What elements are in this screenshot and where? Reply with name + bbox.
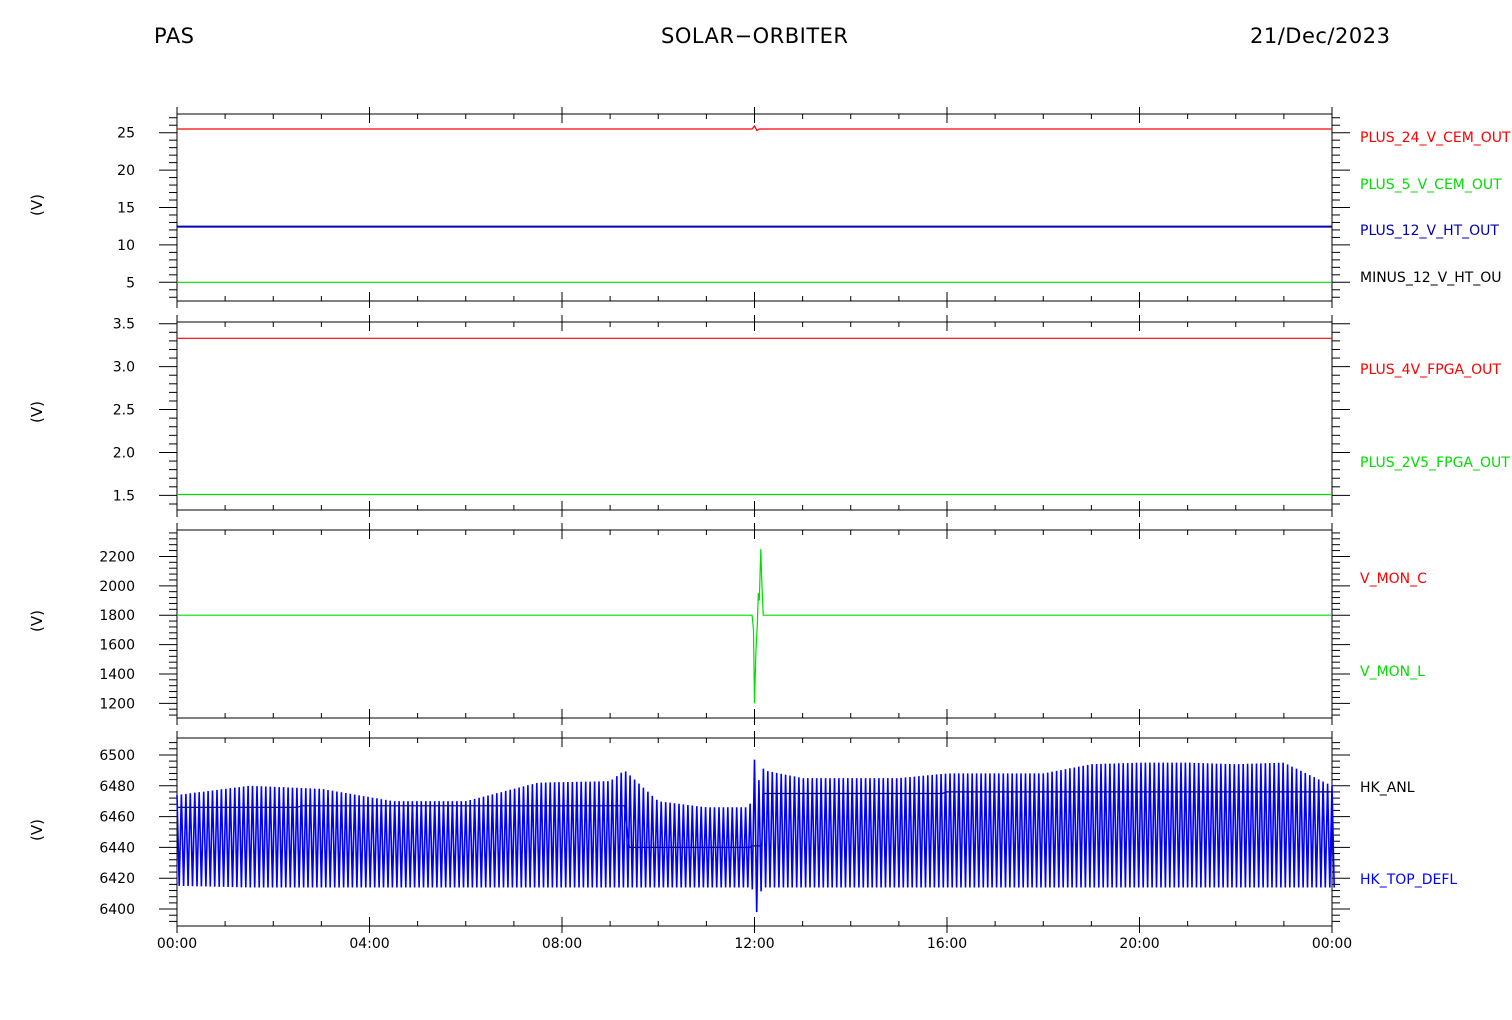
y-axis-label: (V) — [28, 401, 46, 423]
legend-minus_12_v_ht_ou: MINUS_12_V_HT_OU — [1360, 270, 1502, 286]
y-tick-label: 6460 — [99, 810, 135, 826]
y-tick-label: 2.5 — [113, 403, 135, 419]
legend-plus_2v5_fpga_out: PLUS_2V5_FPGA_OUT — [1360, 455, 1510, 471]
x-tick-label: 16:00 — [927, 936, 967, 952]
y-tick-label: 1200 — [99, 696, 135, 712]
y-tick-label: 6420 — [99, 871, 135, 887]
y-axis-label: (V) — [28, 610, 46, 632]
y-tick-label: 2000 — [99, 579, 135, 595]
y-tick-label: 6480 — [99, 779, 135, 795]
legend-plus_4v_fpga_out: PLUS_4V_FPGA_OUT — [1360, 362, 1501, 378]
y-tick-label: 1.5 — [113, 488, 135, 504]
x-tick-label: 00:00 — [157, 936, 197, 952]
y-tick-label: 15 — [117, 201, 135, 217]
x-tick-label: 12:00 — [734, 936, 774, 952]
x-tick-label: 00:00 — [1312, 936, 1352, 952]
legend-hk_anl: HK_ANL — [1360, 780, 1415, 796]
y-tick-label: 10 — [117, 238, 135, 254]
legend-plus_24_v_cem_out: PLUS_24_V_CEM_OUT — [1360, 130, 1511, 146]
y-tick-label: 25 — [117, 126, 135, 142]
y-tick-label: 6400 — [99, 902, 135, 918]
x-tick-label: 20:00 — [1119, 936, 1159, 952]
mission-title: SOLAR−ORBITER — [661, 24, 849, 48]
legend-plus_5_v_cem_out: PLUS_5_V_CEM_OUT — [1360, 177, 1502, 193]
instrument-label: PAS — [154, 24, 195, 48]
y-tick-label: 2200 — [99, 549, 135, 565]
y-axis-label: (V) — [28, 819, 46, 841]
series-line-v_mon_l — [177, 549, 1332, 704]
legend-v_mon_c: V_MON_C — [1360, 571, 1427, 587]
y-tick-label: 1800 — [99, 608, 135, 624]
legend-v_mon_l: V_MON_L — [1360, 664, 1425, 680]
y-tick-label: 2.0 — [113, 445, 135, 461]
y-tick-label: 1400 — [99, 667, 135, 683]
series-line-plus_24_v_cem_out — [177, 124, 1332, 132]
legend-hk_top_defl: HK_TOP_DEFL — [1360, 872, 1457, 888]
y-tick-label: 1600 — [99, 638, 135, 654]
x-tick-label: 04:00 — [349, 936, 389, 952]
legend-plus_12_v_ht_out: PLUS_12_V_HT_OUT — [1360, 223, 1499, 239]
series-line-hk_top_defl — [176, 759, 1335, 913]
panel-frame — [176, 113, 1333, 302]
date-label: 21/Dec/2023 — [1250, 24, 1391, 48]
y-tick-label: 3.0 — [113, 360, 135, 376]
x-tick-label: 08:00 — [542, 936, 582, 952]
y-axis-label: (V) — [28, 194, 46, 216]
y-tick-label: 5 — [126, 275, 135, 291]
y-tick-label: 3.5 — [113, 317, 135, 333]
y-tick-label: 6500 — [99, 748, 135, 764]
y-tick-label: 20 — [117, 163, 135, 179]
y-tick-label: 6440 — [99, 840, 135, 856]
panel-frame — [176, 321, 1333, 511]
